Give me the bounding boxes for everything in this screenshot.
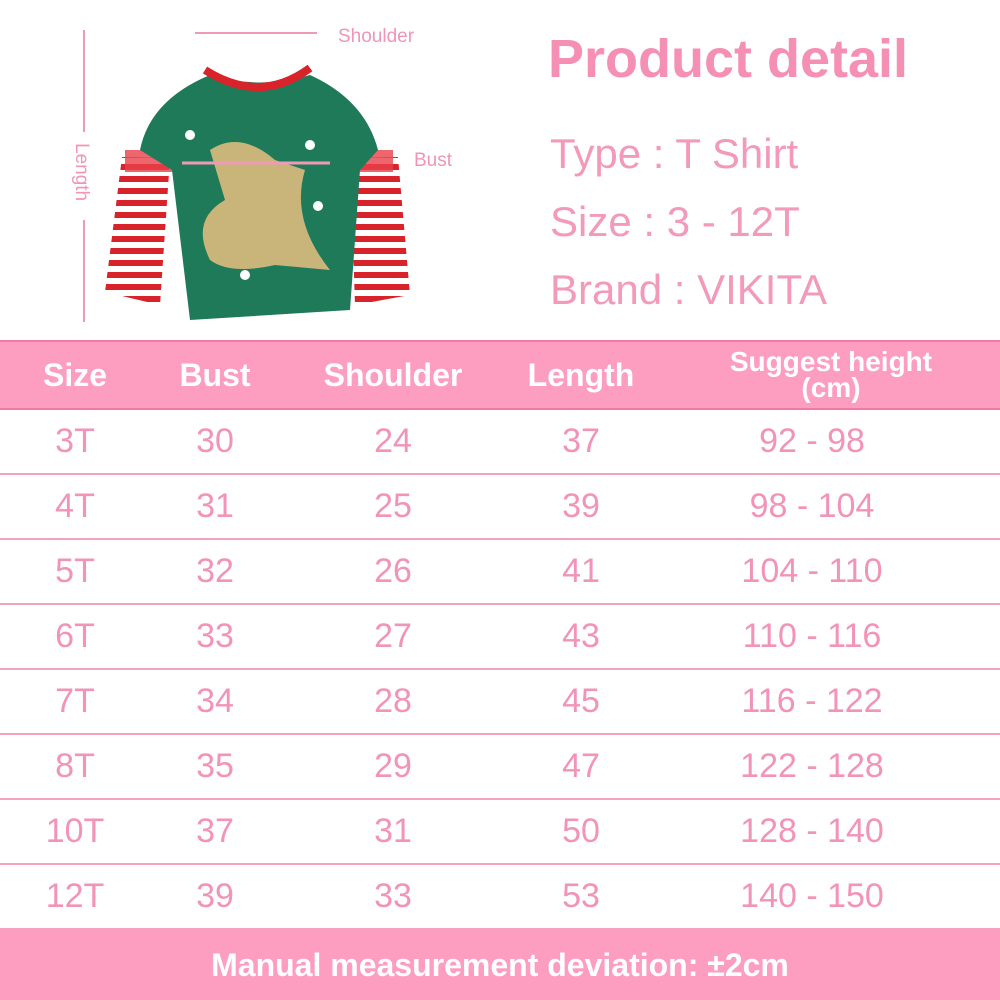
cell-suggest-height: 104 - 110 xyxy=(741,552,883,590)
cell-suggest-height: 140 - 150 xyxy=(740,877,884,915)
header-bust: Bust xyxy=(179,357,251,393)
header-size: Size xyxy=(42,357,108,393)
cell-shoulder: 25 xyxy=(374,487,412,525)
product-title: Product detail xyxy=(548,29,909,89)
cell-bust: 32 xyxy=(196,552,234,590)
cell-length: 53 xyxy=(562,877,600,915)
table-row: 10T 37 31 50 128 - 140 xyxy=(0,800,1000,865)
cell-suggest-height: 98 - 104 xyxy=(749,487,875,525)
cell-shoulder: 28 xyxy=(374,682,412,720)
cell-shoulder: 27 xyxy=(374,617,412,655)
cell-suggest-height: 92 - 98 xyxy=(759,422,865,460)
cell-length: 43 xyxy=(562,617,600,655)
cell-size: 4T xyxy=(55,487,95,525)
cell-bust: 39 xyxy=(196,877,234,915)
shoulder-label: Shoulder xyxy=(338,26,415,47)
header-length: Length xyxy=(527,357,635,393)
table-row: 3T 30 24 37 92 - 98 xyxy=(0,410,1000,475)
cell-length: 45 xyxy=(562,682,600,720)
cell-shoulder: 24 xyxy=(374,422,412,460)
cell-size: 7T xyxy=(55,682,95,720)
table-row: 7T 34 28 45 116 - 122 xyxy=(0,670,1000,735)
cell-bust: 34 xyxy=(196,682,234,720)
table-row: 8T 35 29 47 122 - 128 xyxy=(0,735,1000,800)
cell-length: 50 xyxy=(562,812,600,850)
cell-length: 39 xyxy=(562,487,600,525)
header-shoulder: Shoulder xyxy=(323,357,463,393)
header-height-line1: Suggest height xyxy=(729,346,933,377)
header-height-line2: (cm) xyxy=(801,372,861,403)
cell-shoulder: 29 xyxy=(374,747,412,785)
product-size: Size : 3 - 12T xyxy=(550,198,800,245)
header-suggest-height: Suggest height (cm) xyxy=(730,342,932,408)
cell-suggest-height: 128 - 140 xyxy=(740,812,884,850)
tshirt-image xyxy=(83,30,410,322)
cell-bust: 35 xyxy=(196,747,234,785)
cell-suggest-height: 116 - 122 xyxy=(741,682,883,720)
cell-size: 3T xyxy=(55,422,95,460)
cell-length: 41 xyxy=(562,552,600,590)
product-type: Type : T Shirt xyxy=(550,130,799,177)
table-row: 6T 33 27 43 110 - 116 xyxy=(0,605,1000,670)
cell-length: 37 xyxy=(562,422,600,460)
cell-shoulder: 31 xyxy=(374,812,412,850)
cell-size: 8T xyxy=(55,747,95,785)
cell-bust: 31 xyxy=(196,487,234,525)
table-row: 4T 31 25 39 98 - 104 xyxy=(0,475,1000,540)
table-header: Size Bust Shoulder Length Suggest height… xyxy=(0,340,1000,410)
length-label: Length xyxy=(71,143,92,202)
cell-suggest-height: 110 - 116 xyxy=(742,617,882,655)
cell-size: 6T xyxy=(55,617,95,655)
measurement-note: Manual measurement deviation: ±2cm xyxy=(0,930,1000,1000)
cell-size: 12T xyxy=(45,877,105,915)
cell-bust: 30 xyxy=(196,422,234,460)
cell-shoulder: 33 xyxy=(374,877,412,915)
cell-length: 47 xyxy=(562,747,600,785)
product-brand: Brand : VIKITA xyxy=(550,266,827,313)
table-row: 5T 32 26 41 104 - 110 xyxy=(0,540,1000,605)
cell-bust: 37 xyxy=(196,812,234,850)
cell-size: 5T xyxy=(55,552,95,590)
cell-size: 10T xyxy=(45,812,105,850)
cell-shoulder: 26 xyxy=(374,552,412,590)
cell-suggest-height: 122 - 128 xyxy=(740,747,884,785)
bust-label: Bust xyxy=(414,150,453,171)
table-row: 12T 39 33 53 140 - 150 xyxy=(0,865,1000,930)
cell-bust: 33 xyxy=(196,617,234,655)
